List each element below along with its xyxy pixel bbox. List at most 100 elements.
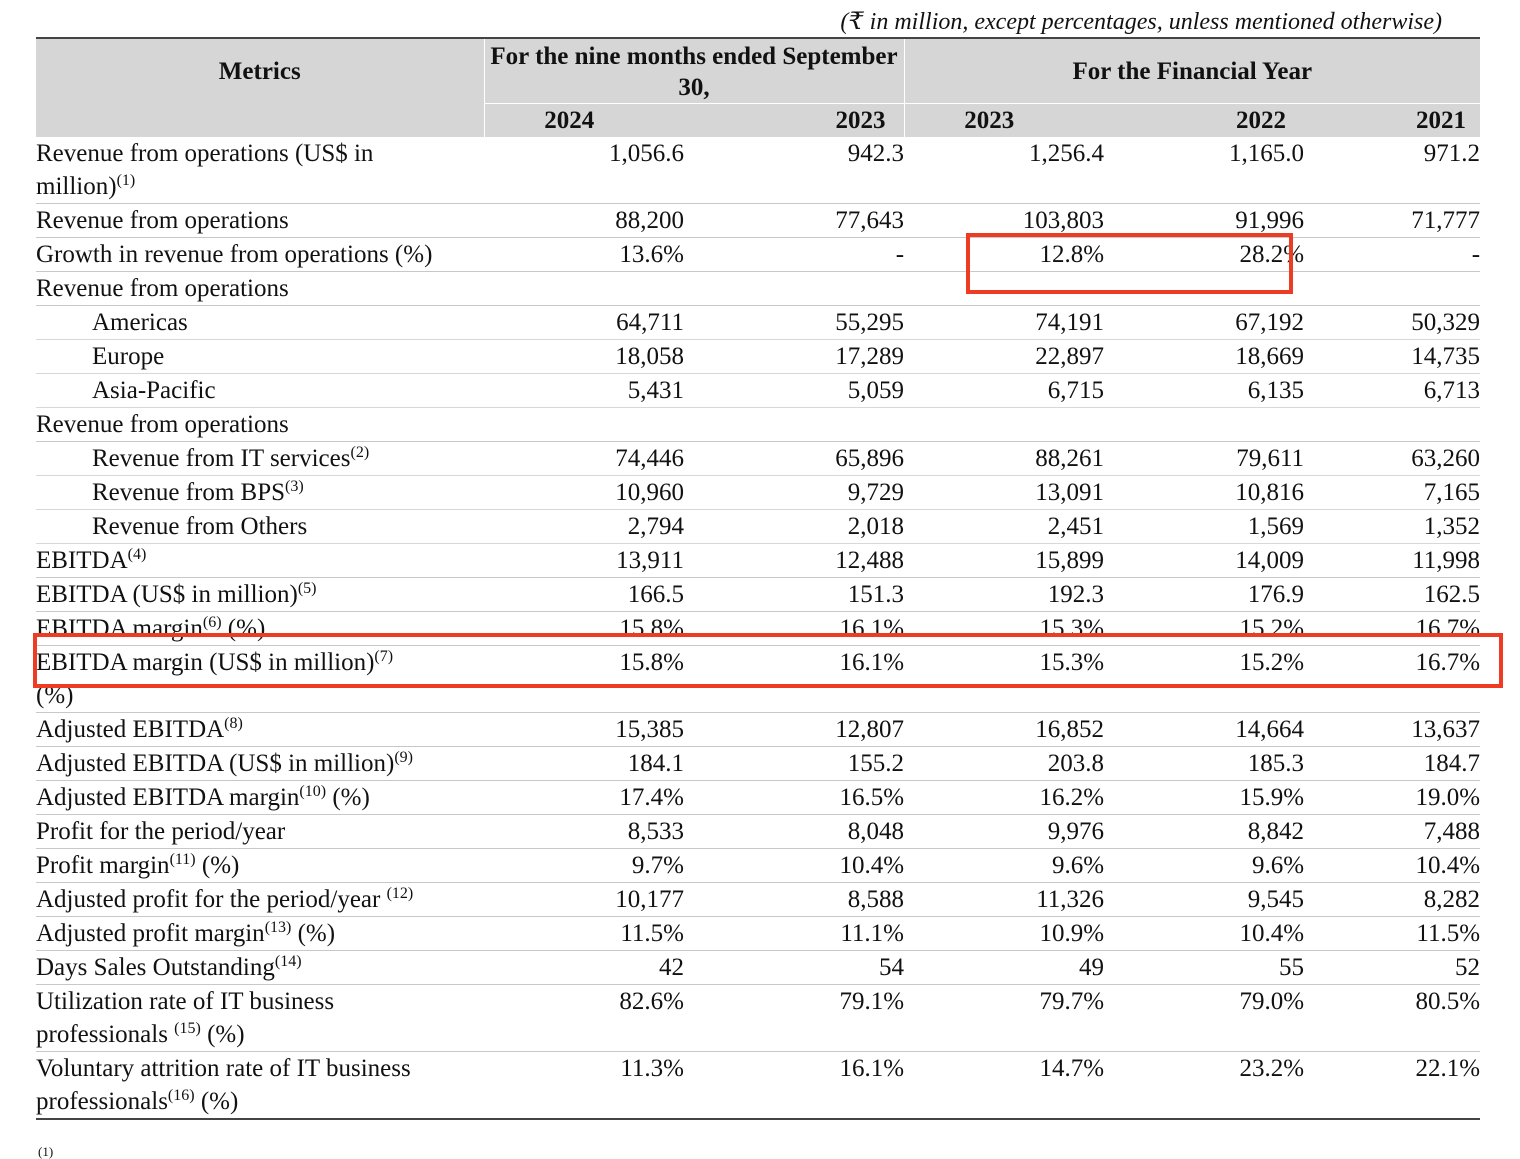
value-cell: 11.1% — [840, 919, 905, 947]
value-cell: 8,282 — [1423, 885, 1481, 913]
table-row: Days Sales Outstanding(14) 42 54 49 55 52 — [36, 950, 1481, 984]
value-cell: 10,816 — [1235, 478, 1305, 506]
footnote-stub: (1) — [38, 1144, 54, 1159]
year-header: 2023 — [684, 102, 905, 137]
value-cell: 15.9% — [1239, 783, 1305, 811]
metric-label: EBITDA — [36, 546, 128, 574]
value-cell: 15.2% — [1239, 614, 1305, 642]
footnote-marker: (10) — [299, 782, 327, 800]
footnote-marker: (9) — [394, 748, 413, 766]
value-cell — [684, 407, 904, 441]
value-cell: 5,059 — [847, 376, 905, 404]
value-cell: 18,058 — [615, 342, 684, 370]
table-row: Revenue from operations 88,200 77,643 103,8… — [36, 203, 1481, 237]
metric-label-cell: EBITDA (US$ in million)(5) — [36, 577, 484, 611]
metric-label-cell: Americas — [36, 305, 484, 339]
value-cell: 50,329 — [1411, 308, 1481, 336]
table-row: Utilization rate of IT business professi… — [36, 984, 1481, 1051]
value-cell: 18,669 — [1235, 342, 1305, 370]
value-cell: 15.8% — [619, 648, 684, 676]
value-cell: 2,451 — [1047, 512, 1105, 540]
value-cell: 67,192 — [1235, 308, 1305, 336]
value-cell: 2,018 — [847, 512, 905, 540]
value-cell: 54 — [879, 953, 905, 981]
metric-label: Revenue from operations — [36, 274, 289, 302]
metric-label-suffix: (%) — [221, 614, 266, 642]
metric-label-suffix: (%) — [291, 919, 336, 947]
value-cell: 1,056.6 — [609, 139, 684, 167]
value-cell: 8,842 — [1247, 817, 1305, 845]
value-cell: 22.1% — [1415, 1054, 1481, 1082]
metric-label: Growth in revenue from operations (%) — [36, 240, 433, 268]
table-row: Americas 64,711 55,295 74,191 67,192 50,329 — [36, 305, 1481, 339]
value-cell: 16.1% — [839, 648, 905, 676]
value-cell: 15.2% — [1239, 648, 1305, 676]
table-row: Revenue from BPS(3) 10,960 9,729 13,091 10,8… — [36, 475, 1481, 509]
value-cell: 82.6% — [619, 987, 684, 1015]
value-cell: 80.5% — [1415, 987, 1481, 1015]
value-cell: 11.3% — [620, 1054, 684, 1082]
value-cell: 6,713 — [1423, 376, 1481, 404]
table-row: Revenue from operations — [36, 271, 1481, 305]
value-cell: 8,048 — [847, 817, 905, 845]
table-row: Revenue from operations — [36, 407, 1481, 441]
metric-label-cell: Days Sales Outstanding(14) — [36, 950, 484, 984]
value-cell: 12,807 — [835, 715, 905, 743]
value-cell: 13,091 — [1035, 478, 1105, 506]
table-row: Adjusted EBITDA margin(10) (%) 17.4% 16.5%… — [36, 780, 1481, 814]
metric-label-cell: Revenue from IT services(2) — [36, 441, 484, 475]
value-cell — [1304, 271, 1480, 305]
value-cell: 12,488 — [835, 546, 905, 574]
value-cell: 9.6% — [1251, 851, 1305, 879]
footnote-marker: (7) — [374, 647, 394, 665]
year-header: 2022 — [1104, 102, 1305, 137]
value-cell: 77,643 — [835, 206, 905, 234]
table-row: Europe 18,058 17,289 22,897 18,669 14,735 — [36, 339, 1481, 373]
value-cell: 79,611 — [1236, 444, 1305, 472]
metric-label-suffix: (%) — [326, 783, 370, 811]
value-cell — [904, 407, 1104, 441]
footnote-marker: (12) — [386, 884, 414, 902]
value-cell: 13,637 — [1411, 715, 1481, 743]
value-cell: 14,664 — [1235, 715, 1305, 743]
metric-label-suffix: (%) — [195, 851, 240, 879]
table-row: Revenue from IT services(2) 74,446 65,896 8… — [36, 441, 1481, 475]
value-cell: 17.4% — [619, 783, 684, 811]
value-cell: 79.0% — [1239, 987, 1305, 1015]
value-cell: 52 — [1455, 953, 1481, 981]
table-row: Profit margin(11) (%) 9.7% 10.4% 9.6% 9.6% 10… — [36, 848, 1481, 882]
metric-label-suffix: (%) — [194, 1087, 239, 1115]
value-cell: 1,256.4 — [1029, 139, 1105, 167]
value-cell: - — [1471, 240, 1481, 268]
value-cell: 88,261 — [1035, 444, 1105, 472]
metric-label: Revenue from operations — [36, 410, 289, 438]
table-header: Metrics For the nine months ended Septem… — [36, 38, 1481, 137]
metric-label-cell: EBITDA margin(6) (%) — [36, 611, 484, 645]
metric-label-cell: EBITDA margin (US$ in million)(7) (%) — [36, 645, 484, 712]
metric-label-cell: Profit for the period/year — [36, 814, 484, 848]
value-cell: 9,545 — [1247, 885, 1305, 913]
metric-label: Revenue from IT services — [92, 444, 351, 472]
metric-label: Profit margin — [36, 851, 170, 879]
footnote-marker: (2) — [350, 443, 370, 461]
value-cell: 28.2% — [1239, 240, 1305, 268]
footnote-marker: (14) — [274, 952, 302, 970]
value-cell: 65,896 — [835, 444, 905, 472]
value-cell — [1104, 271, 1304, 305]
footnote-marker: (3) — [285, 477, 304, 495]
value-cell: 6,715 — [1047, 376, 1105, 404]
footnote-marker: (5) — [297, 579, 317, 597]
value-cell: 184.7 — [1423, 749, 1481, 777]
units-note: (₹ in million, except percentages, unles… — [840, 9, 1442, 35]
value-cell: 16.2% — [1039, 783, 1105, 811]
value-cell: 1,165.0 — [1229, 139, 1305, 167]
value-cell: 1,352 — [1423, 512, 1481, 540]
metric-label-cell: Adjusted EBITDA(8) — [36, 712, 484, 746]
metric-label: Adjusted profit margin — [36, 919, 265, 947]
value-cell: 155.2 — [847, 749, 905, 777]
value-cell: - — [895, 240, 905, 268]
table-row: EBITDA margin(6) (%) 15.8% 16.1% 15.3% 15.2%… — [36, 611, 1481, 645]
value-cell: 8,588 — [847, 885, 905, 913]
table-row: Asia-Pacific 5,431 5,059 6,715 6,135 6,713 — [36, 373, 1481, 407]
footnote-marker: (1) — [116, 171, 136, 189]
